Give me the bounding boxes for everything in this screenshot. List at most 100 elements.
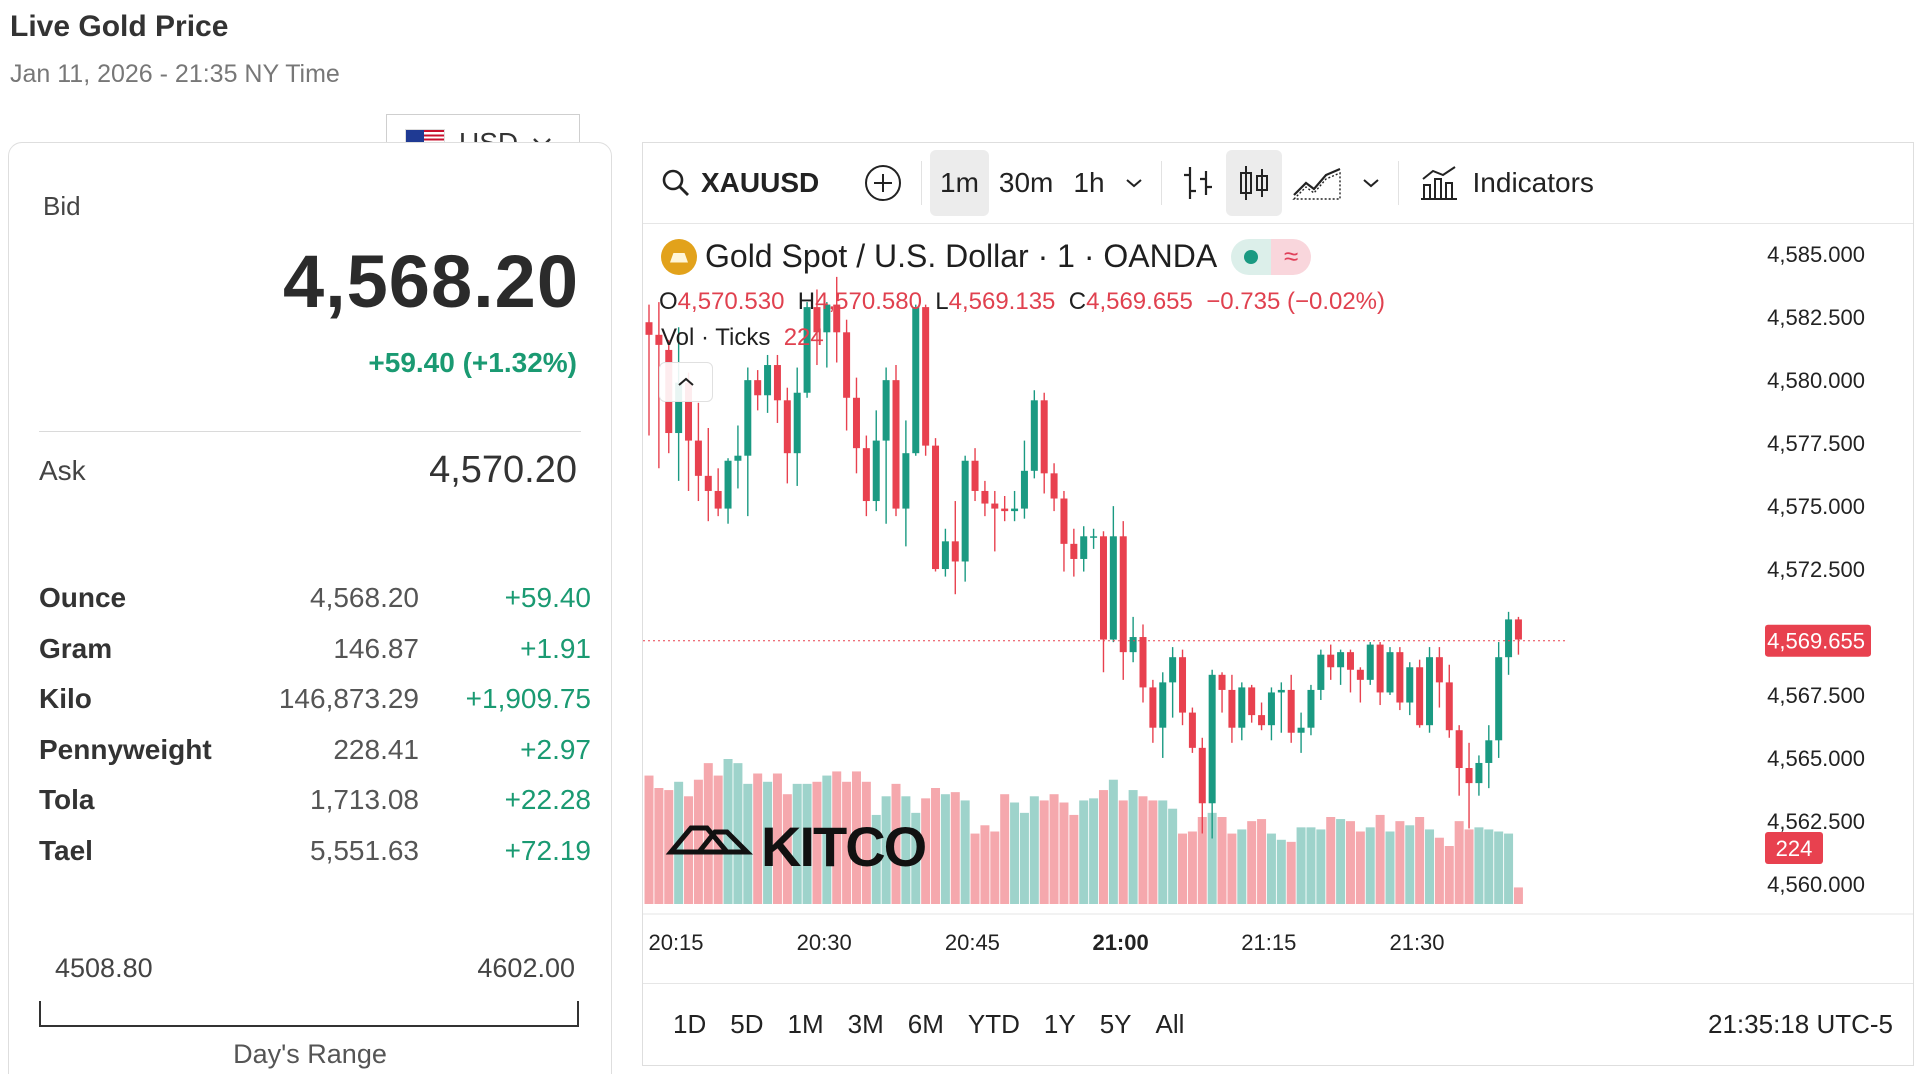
candle[interactable] <box>685 382 693 441</box>
candle[interactable] <box>951 541 959 562</box>
candle[interactable] <box>773 365 781 401</box>
candle[interactable] <box>833 304 841 333</box>
candle[interactable] <box>1376 644 1384 693</box>
candle[interactable] <box>823 304 831 333</box>
candlestick-chart[interactable]: KITCO 4,585.000 4,582.500 4,580.000 4,577.5… <box>643 224 1913 984</box>
candle[interactable] <box>645 322 653 335</box>
candle[interactable] <box>1396 652 1404 703</box>
candle[interactable] <box>892 380 900 509</box>
candle[interactable] <box>1445 682 1453 731</box>
candle[interactable] <box>1317 654 1325 690</box>
candle[interactable] <box>1099 536 1107 640</box>
candle[interactable] <box>724 460 732 509</box>
candle[interactable] <box>1356 669 1364 680</box>
indicators-button[interactable]: Indicators <box>1407 165 1606 201</box>
interval-30m-button[interactable]: 30m <box>998 167 1054 198</box>
range-5d-button[interactable]: 5D <box>730 1009 764 1039</box>
candle[interactable] <box>1109 536 1117 640</box>
candle[interactable] <box>1455 730 1463 768</box>
candle[interactable] <box>1020 470 1028 509</box>
candle[interactable] <box>872 440 880 502</box>
candle[interactable] <box>1307 689 1315 728</box>
candle[interactable] <box>1346 652 1354 670</box>
candle[interactable] <box>714 490 722 509</box>
interval-1h-button[interactable]: 1h <box>1073 167 1105 198</box>
candle[interactable] <box>862 448 870 502</box>
candle[interactable] <box>803 307 811 393</box>
candle[interactable] <box>1050 473 1058 499</box>
candle[interactable] <box>852 397 860 449</box>
candle[interactable] <box>1505 619 1513 658</box>
candle[interactable] <box>961 460 969 562</box>
candle[interactable] <box>1228 689 1236 728</box>
candle[interactable] <box>1238 687 1246 728</box>
candle[interactable] <box>1337 652 1345 668</box>
candle[interactable] <box>694 440 702 476</box>
range-ytd-button[interactable]: YTD <box>967 1009 1020 1039</box>
candle[interactable] <box>941 541 949 570</box>
candle[interactable] <box>1001 508 1009 512</box>
candle[interactable] <box>1060 498 1068 544</box>
candle[interactable] <box>734 455 742 461</box>
candle[interactable] <box>1218 674 1226 690</box>
candle[interactable] <box>1366 644 1374 680</box>
candle[interactable] <box>1435 657 1443 683</box>
range-1m-button[interactable]: 1M <box>787 1009 824 1039</box>
range-3m-button[interactable]: 3M <box>847 1009 884 1039</box>
symbol-search[interactable]: XAUUSD <box>643 167 853 199</box>
chart-type-dropdown[interactable] <box>1352 150 1390 216</box>
chart-clock[interactable]: 21:35:18 UTC-5 <box>1708 1009 1893 1039</box>
candle[interactable] <box>744 380 752 456</box>
bar-style-button[interactable] <box>1170 150 1226 216</box>
candle[interactable] <box>1287 689 1295 733</box>
candle[interactable] <box>1426 657 1434 726</box>
candle[interactable] <box>764 365 772 396</box>
candle[interactable] <box>1080 536 1088 559</box>
candle[interactable] <box>1090 536 1098 538</box>
range-1d-button[interactable]: 1D <box>673 1009 707 1039</box>
range-all-button[interactable]: All <box>1155 1009 1185 1039</box>
compare-symbol-button[interactable] <box>853 150 913 216</box>
candle[interactable] <box>1159 682 1167 728</box>
legend-status-pill[interactable]: ≈ <box>1231 238 1312 275</box>
candle[interactable] <box>704 475 712 491</box>
candle[interactable] <box>981 490 989 504</box>
candle[interactable] <box>793 392 801 454</box>
candle[interactable] <box>912 307 920 454</box>
candle[interactable] <box>1465 768 1473 784</box>
candle[interactable] <box>1297 727 1305 733</box>
candle[interactable] <box>971 460 979 491</box>
candle[interactable] <box>1169 657 1177 683</box>
candle[interactable] <box>1514 619 1522 640</box>
candle[interactable] <box>1149 687 1157 728</box>
candle[interactable] <box>1248 687 1256 716</box>
candle[interactable] <box>1119 536 1127 653</box>
candle[interactable] <box>1495 657 1503 741</box>
candle[interactable] <box>1030 400 1038 471</box>
candle[interactable] <box>1208 674 1216 804</box>
candle[interactable] <box>1267 692 1275 726</box>
candle[interactable] <box>783 400 791 454</box>
candle[interactable] <box>1327 654 1335 668</box>
candle[interactable] <box>1011 508 1019 512</box>
candle[interactable] <box>843 332 851 398</box>
interval-1m-button[interactable]: 1m <box>930 150 989 216</box>
candle[interactable] <box>882 380 890 441</box>
candle[interactable] <box>902 453 910 509</box>
candle[interactable] <box>1475 762 1483 784</box>
candle[interactable] <box>1386 652 1394 693</box>
candle[interactable] <box>1258 715 1266 726</box>
range-1y-button[interactable]: 1Y <box>1043 1009 1076 1039</box>
candle[interactable] <box>655 334 663 345</box>
range-5y-button[interactable]: 5Y <box>1099 1009 1132 1039</box>
range-6m-button[interactable]: 6M <box>907 1009 944 1039</box>
candle[interactable] <box>1188 712 1196 748</box>
candle[interactable] <box>1198 747 1206 804</box>
candle[interactable] <box>1485 740 1493 763</box>
collapse-legend-button[interactable] <box>659 362 713 402</box>
candle[interactable] <box>1070 543 1078 559</box>
candle[interactable] <box>675 382 683 434</box>
candle[interactable] <box>1179 657 1187 713</box>
candle[interactable] <box>813 307 821 333</box>
candle[interactable] <box>1416 667 1424 726</box>
